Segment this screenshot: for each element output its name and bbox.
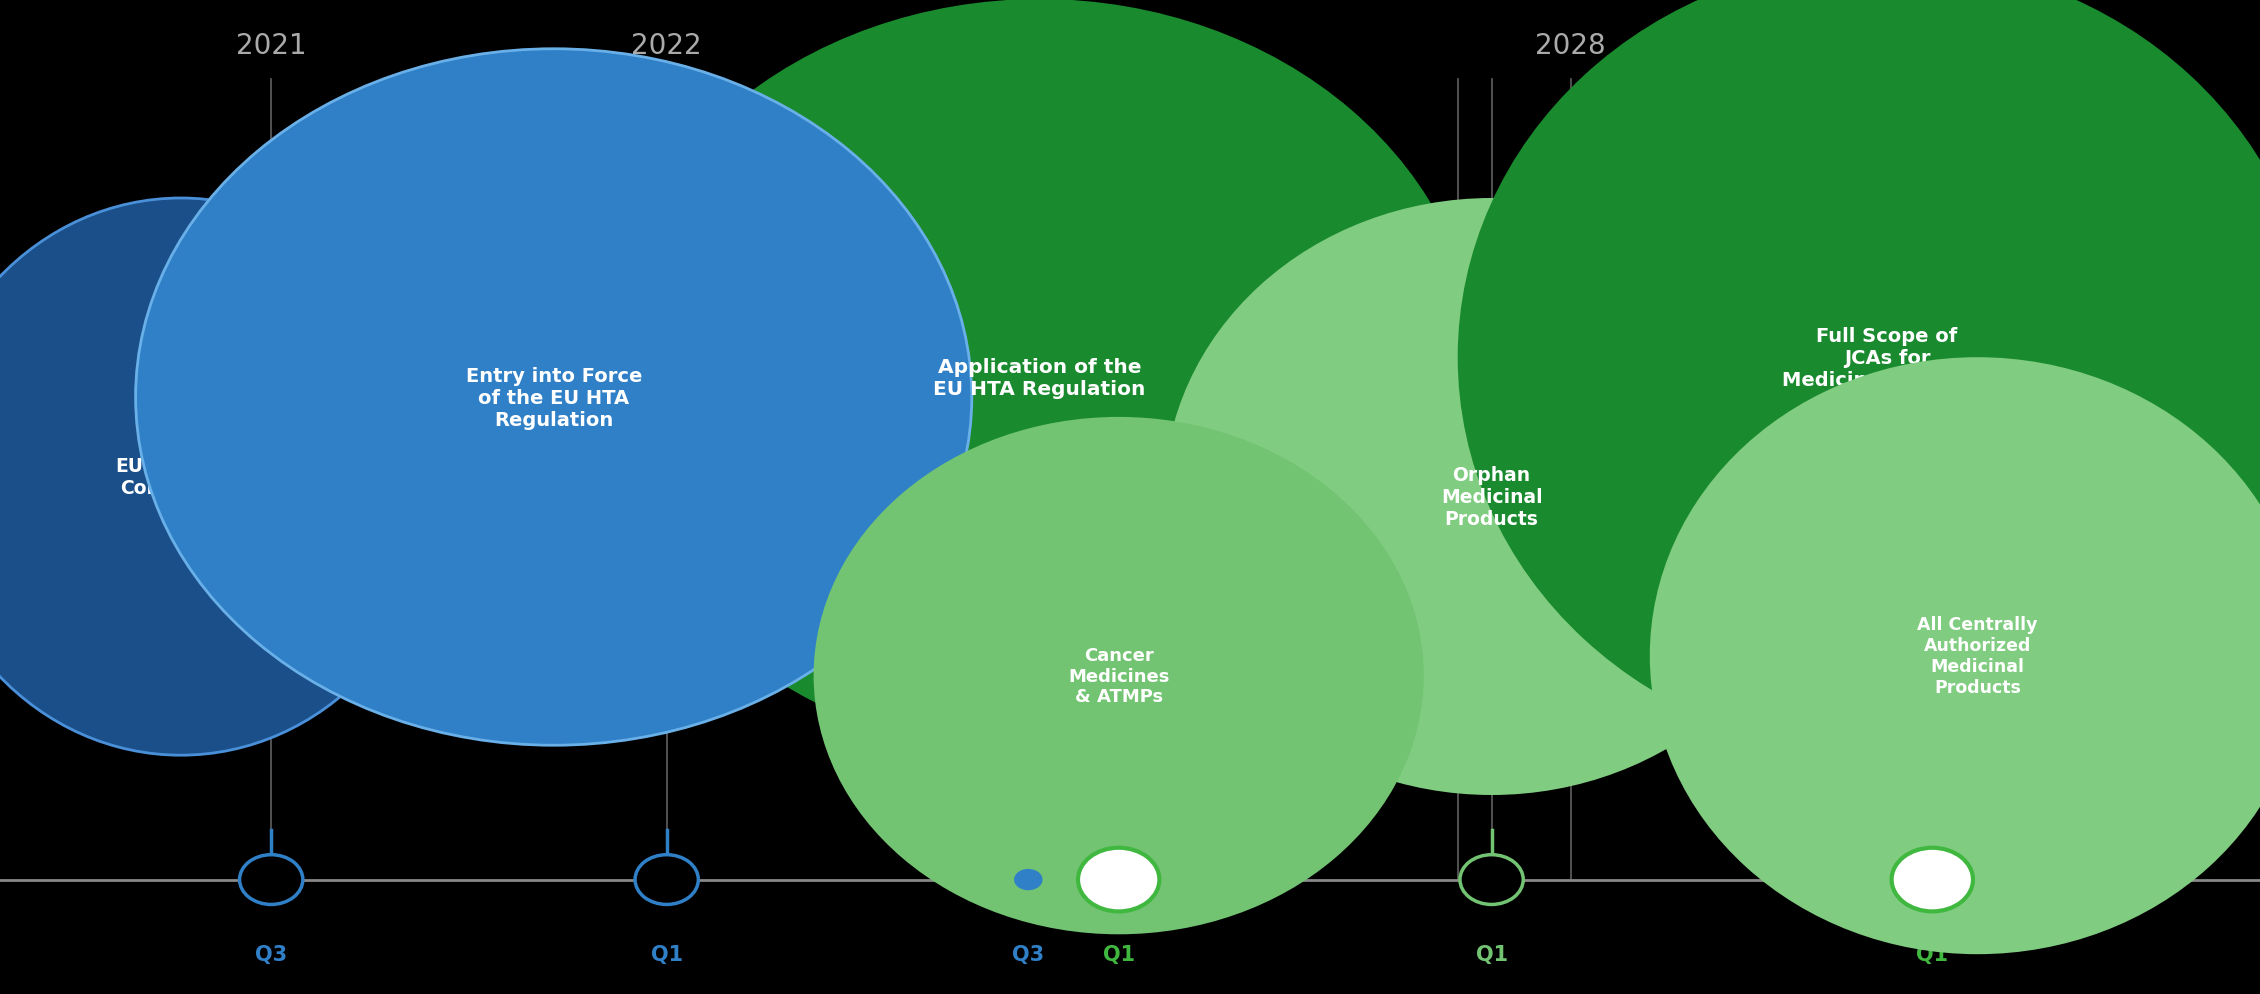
Text: Q1: Q1: [1476, 944, 1507, 964]
Text: Q1: Q1: [651, 944, 683, 964]
Ellipse shape: [1078, 848, 1159, 911]
Text: EUnetHTA21
Consortium: EUnetHTA21 Consortium: [115, 456, 246, 498]
Text: Application of the
EU HTA Regulation: Application of the EU HTA Regulation: [933, 357, 1146, 399]
Ellipse shape: [0, 199, 441, 755]
Text: Q1: Q1: [1916, 944, 1948, 964]
Ellipse shape: [814, 417, 1424, 934]
Ellipse shape: [1650, 358, 2260, 954]
Ellipse shape: [1460, 855, 1523, 905]
Text: Full Scope of
JCAs for
Medicinal Products: Full Scope of JCAs for Medicinal Product…: [1783, 326, 1991, 390]
Text: Q1: Q1: [1103, 944, 1135, 964]
Text: All Centrally
Authorized
Medicinal
Products: All Centrally Authorized Medicinal Produ…: [1916, 616, 2039, 696]
Ellipse shape: [240, 855, 303, 905]
Text: 2028: 2028: [1535, 32, 1607, 60]
Text: Orphan
Medicinal
Products: Orphan Medicinal Products: [1442, 465, 1541, 529]
Text: Q3: Q3: [255, 944, 287, 964]
Ellipse shape: [1164, 199, 1819, 795]
Ellipse shape: [635, 855, 698, 905]
Text: 2022: 2022: [631, 32, 703, 60]
Ellipse shape: [599, 0, 1480, 755]
Ellipse shape: [1892, 848, 1973, 911]
Text: Entry into Force
of the EU HTA
Regulation: Entry into Force of the EU HTA Regulatio…: [466, 366, 642, 429]
Text: Cancer
Medicines
& ATMPs: Cancer Medicines & ATMPs: [1069, 646, 1168, 706]
Ellipse shape: [1458, 0, 2260, 755]
Text: 2025: 2025: [1083, 32, 1155, 60]
Ellipse shape: [1015, 870, 1042, 890]
Ellipse shape: [136, 50, 972, 746]
Text: 2030: 2030: [1896, 32, 1968, 60]
Text: 2021: 2021: [235, 32, 307, 60]
Text: Q3: Q3: [1012, 944, 1044, 964]
